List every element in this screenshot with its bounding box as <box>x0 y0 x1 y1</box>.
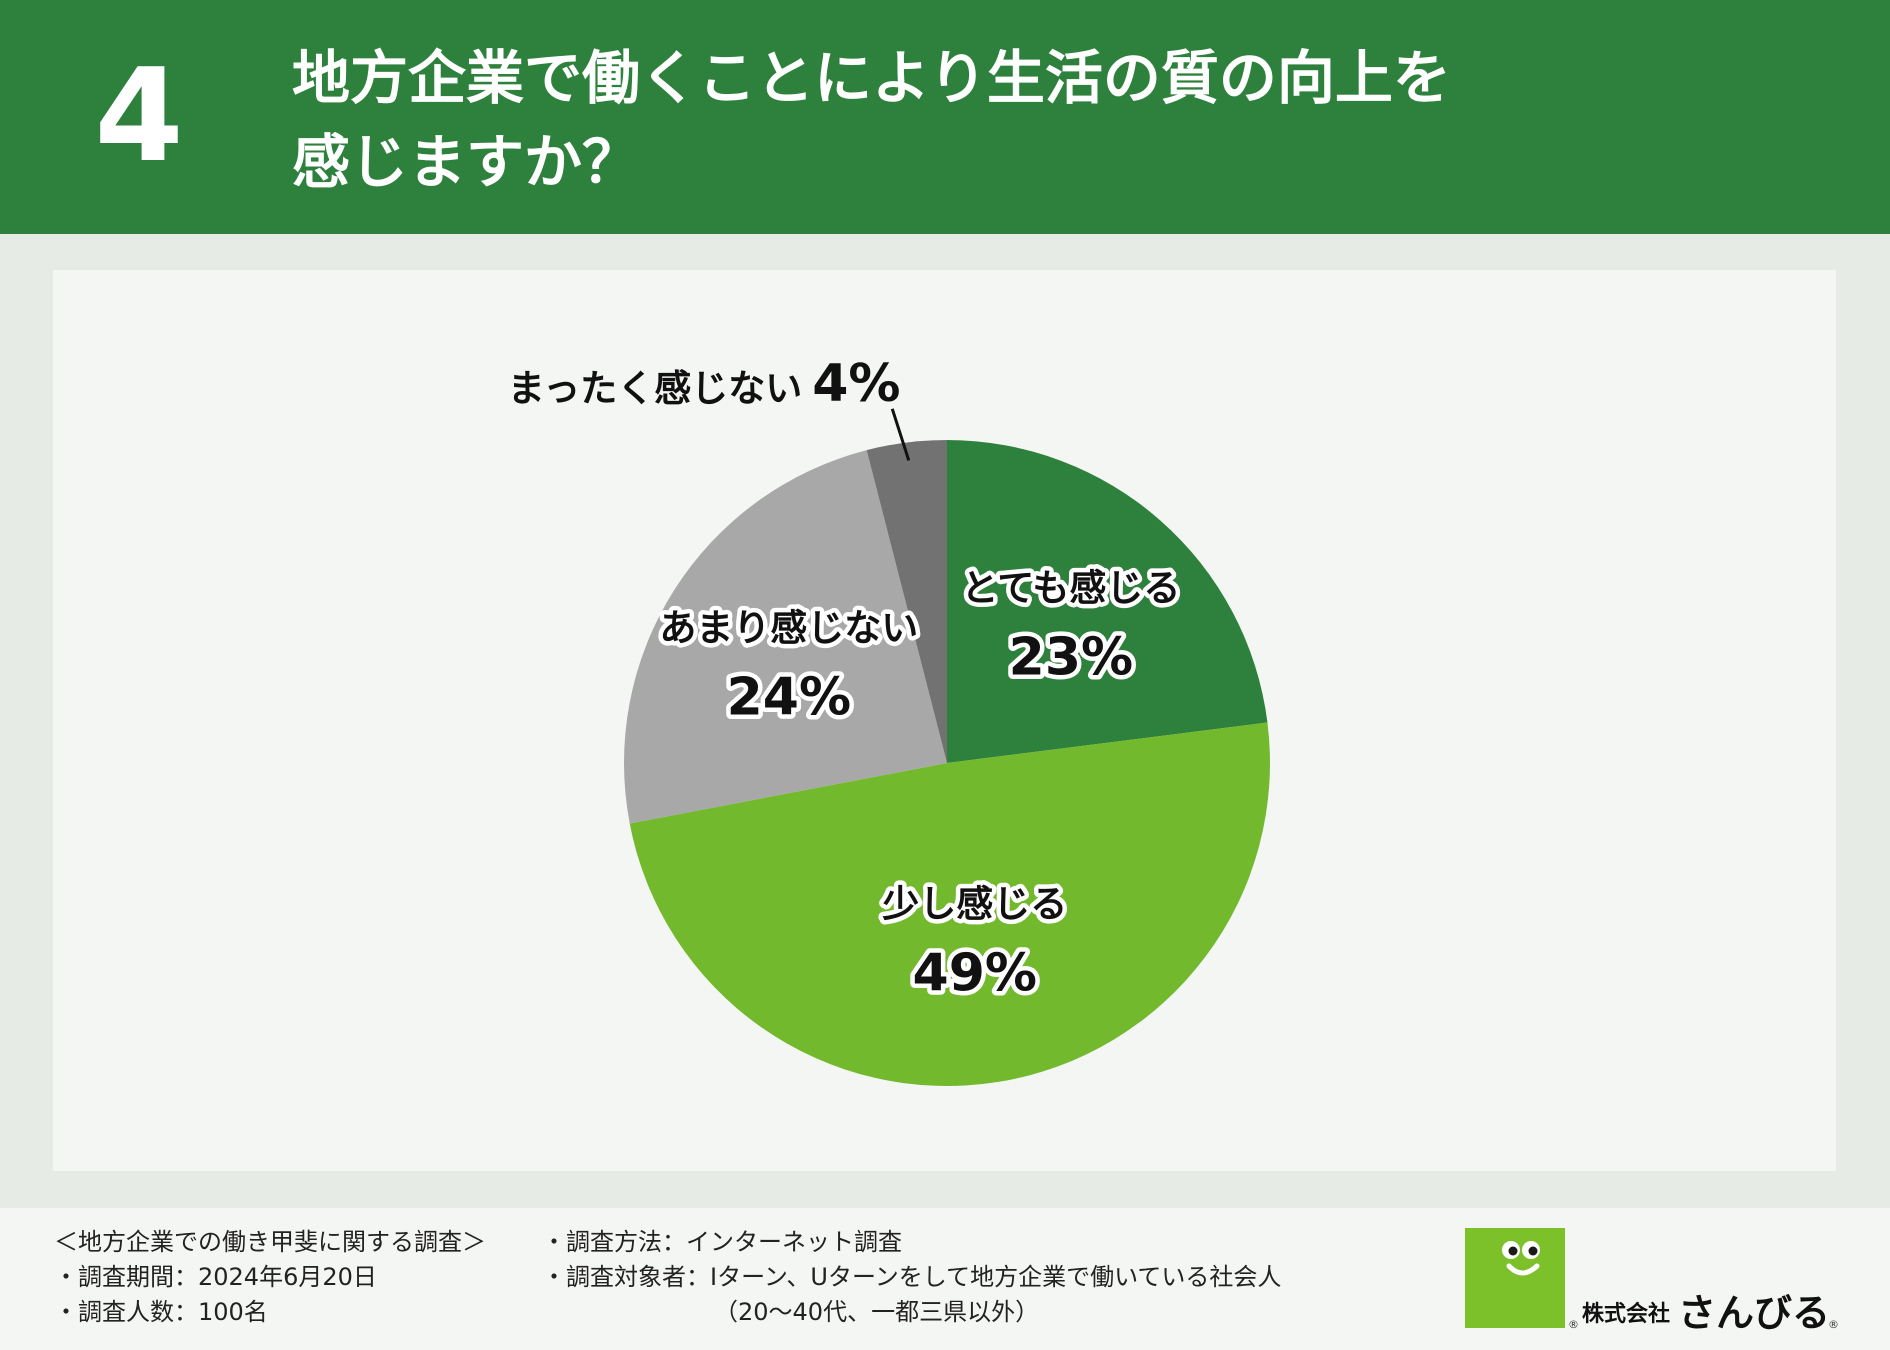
survey-target-note: （20〜40代、一都三県以外） <box>714 1298 1040 1326</box>
slice-label-very-much: とても感じる <box>961 566 1180 609</box>
slice-value-somewhat: 49% <box>913 943 1037 1003</box>
slice-value-not-much: 24% <box>727 668 851 728</box>
survey-info-right: ・調査方法：インターネット調査 ・調査対象者：Iターン、Uターンをして地方企業で… <box>542 1225 1281 1330</box>
slice-value-not-at-all: 4% <box>812 354 900 414</box>
logo-company-name: さんびる <box>1678 1291 1831 1335</box>
pie-slice-very-much <box>947 440 1268 763</box>
registered-mark-icon-2: ® <box>1828 1318 1839 1331</box>
registered-mark-icon: ® <box>1568 1318 1579 1331</box>
pie-slice-not-much <box>624 450 947 824</box>
survey-count: ・調査人数：100名 <box>54 1298 268 1326</box>
footer-area <box>0 1208 1890 1350</box>
smiley-face-icon <box>1502 1241 1540 1276</box>
pie-slice-not-at-all <box>866 440 947 763</box>
slice-label-not-at-all: まったく感じない <box>508 367 803 410</box>
slice-label-somewhat: 少し感じる <box>882 882 1067 925</box>
question-title-line-1: 地方企業で働くことにより生活の質の向上を <box>292 44 1451 112</box>
leader-line <box>890 408 911 461</box>
header-bar <box>0 0 1890 234</box>
logo-company-type: 株式会社 <box>1582 1302 1671 1327</box>
question-title: 地方企業で働くことにより生活の質の向上を 感じますか？ <box>292 36 1592 204</box>
slice-label-not-much: あまり感じない <box>659 607 918 650</box>
survey-info-left: ＜地方企業での働き甲斐に関する調査＞ ・調査期間：2024年6月20日 ・調査人… <box>54 1225 486 1330</box>
question-number: 4 <box>94 42 184 191</box>
pie-slice-somewhat <box>629 722 1270 1086</box>
survey-method: ・調査方法：インターネット調査 <box>542 1228 902 1256</box>
company-logo-mark <box>1465 1228 1565 1328</box>
survey-period: ・調査期間：2024年6月20日 <box>54 1263 377 1291</box>
survey-target: ・調査対象者：Iターン、Uターンをして地方企業で働いている社会人 <box>542 1263 1282 1291</box>
slice-value-very-much: 23% <box>1009 627 1133 687</box>
survey-title: ＜地方企業での働き甲斐に関する調査＞ <box>54 1228 486 1256</box>
question-title-line-2: 感じますか？ <box>292 128 641 196</box>
